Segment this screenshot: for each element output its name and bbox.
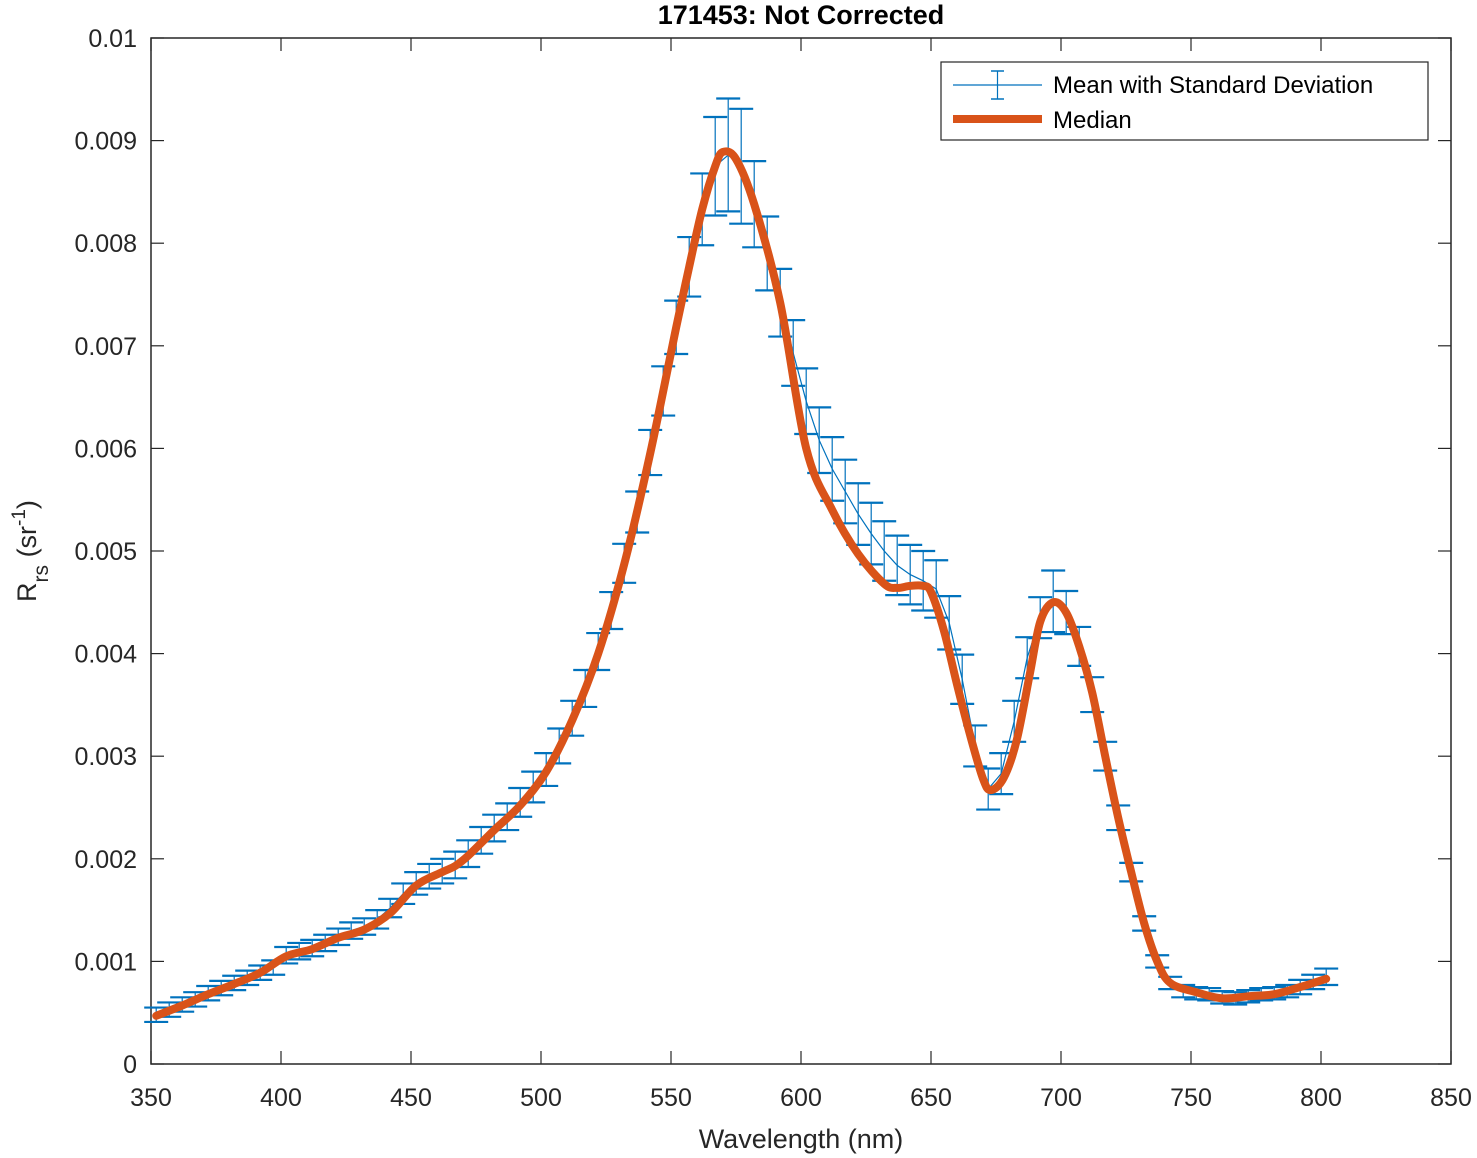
legend: Mean with Standard Deviation Median	[940, 61, 1429, 141]
y-tick: 0.008	[74, 230, 1451, 258]
y-axis-label-subscript: rs	[30, 565, 53, 583]
y-axis-label-main: R	[12, 582, 42, 602]
y-tick-label: 0	[123, 1051, 137, 1079]
y-tick-label: 0.006	[74, 435, 137, 463]
x-tick-label: 550	[650, 1084, 692, 1112]
x-tick-label: 400	[260, 1084, 302, 1112]
y-tick: 0.002	[74, 846, 1451, 874]
x-tick-label: 750	[1170, 1084, 1212, 1112]
x-tick-label: 600	[780, 1084, 822, 1112]
y-tick-label: 0.003	[74, 743, 137, 771]
x-tick: 650	[910, 38, 952, 1112]
median-line	[152, 147, 1331, 1020]
y-tick: 0.003	[74, 743, 1451, 771]
y-tick-label: 0.008	[74, 230, 137, 258]
x-tick: 600	[780, 38, 822, 1112]
x-tick: 350	[130, 38, 172, 1112]
x-tick: 450	[390, 38, 432, 1112]
x-tick: 750	[1170, 38, 1212, 1112]
x-tick-label: 450	[390, 1084, 432, 1112]
series-median	[152, 147, 1331, 1020]
x-tick-label: 850	[1430, 1084, 1472, 1112]
y-tick: 0.006	[74, 435, 1451, 463]
y-tick-label: 0.001	[74, 948, 137, 976]
x-axis: 350 400 450 500 550 600 650 700 750 800 850	[130, 38, 1472, 1112]
x-tick: 700	[1040, 38, 1082, 1112]
y-tick-label: 0.005	[74, 538, 137, 566]
x-tick: 500	[520, 38, 562, 1112]
x-tick: 400	[260, 38, 302, 1112]
y-axis-label-superscript: -1	[9, 509, 30, 526]
error-bar	[898, 543, 923, 606]
y-tick: 0.001	[74, 948, 1451, 976]
x-tick-label: 350	[130, 1084, 172, 1112]
y-tick: 0.009	[74, 128, 1451, 156]
x-tick: 550	[650, 38, 692, 1112]
x-tick-label: 700	[1040, 1084, 1082, 1112]
legend-box	[940, 61, 1429, 141]
y-tick-label: 0.009	[74, 128, 137, 156]
y-tick: 0.01	[88, 25, 1451, 53]
x-tick-label: 500	[520, 1084, 562, 1112]
plot-area	[150, 37, 1452, 1065]
y-tick: 0.004	[74, 641, 1451, 669]
x-axis-label: Wavelength (nm)	[699, 1124, 904, 1154]
legend-marker-mean	[953, 70, 1042, 100]
y-tick: 0	[123, 1051, 1451, 1079]
error-bar	[911, 549, 936, 612]
y-tick-label: 0.01	[88, 25, 137, 53]
y-tick-label: 0.007	[74, 333, 137, 361]
legend-label-median: Median	[1053, 107, 1132, 134]
x-tick-label: 650	[910, 1084, 952, 1112]
x-tick-label: 800	[1300, 1084, 1342, 1112]
y-axis: 0 0.001 0.002 0.003 0.004 0.005 0.006 0.007 0.00…	[74, 25, 1451, 1079]
y-tick: 0.007	[74, 333, 1451, 361]
x-tick: 800	[1300, 38, 1342, 1112]
y-tick: 0.005	[74, 538, 1451, 566]
x-tick: 850	[1430, 38, 1472, 1112]
chart-title: 171453: Not Corrected	[658, 0, 945, 30]
y-axis-label: Rrs (sr-1)	[9, 500, 53, 602]
y-axis-label-unit-close: )	[12, 500, 42, 509]
y-tick-label: 0.004	[74, 641, 137, 669]
y-axis-label-unit-open: (sr	[12, 526, 42, 565]
y-tick-label: 0.002	[74, 846, 137, 874]
legend-label-mean: Mean with Standard Deviation	[1053, 72, 1373, 99]
